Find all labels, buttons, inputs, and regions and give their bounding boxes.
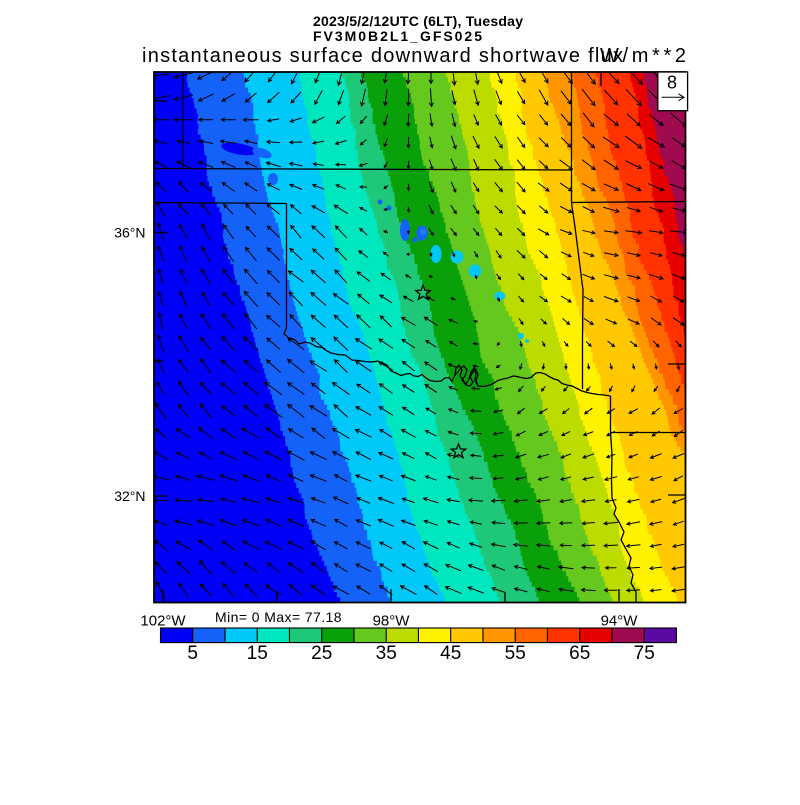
svg-text:2023/5/2/12UTC (6LT), Tuesday: 2023/5/2/12UTC (6LT), Tuesday xyxy=(313,13,523,29)
svg-text:94°W: 94°W xyxy=(601,613,639,630)
svg-text:35: 35 xyxy=(376,643,397,664)
svg-text:8: 8 xyxy=(667,73,677,93)
svg-text:36°N: 36°N xyxy=(114,225,145,241)
svg-text:98°W: 98°W xyxy=(373,613,411,630)
svg-text:102°W: 102°W xyxy=(140,613,186,630)
svg-text:65: 65 xyxy=(569,643,590,664)
svg-text:55: 55 xyxy=(505,643,526,664)
svg-text:instantaneous surface downward: instantaneous surface downward shortwave… xyxy=(142,45,623,67)
svg-text:45: 45 xyxy=(440,643,461,664)
svg-text:15: 15 xyxy=(247,643,268,664)
svg-text:Min= 0 Max= 77.18: Min= 0 Max= 77.18 xyxy=(215,609,342,625)
svg-text:5: 5 xyxy=(187,643,198,664)
svg-text:32°N: 32°N xyxy=(114,488,145,504)
svg-text:25: 25 xyxy=(311,643,332,664)
svg-text:75: 75 xyxy=(634,643,655,664)
svg-text:FV3M0B2L1_GFS025: FV3M0B2L1_GFS025 xyxy=(313,28,482,44)
